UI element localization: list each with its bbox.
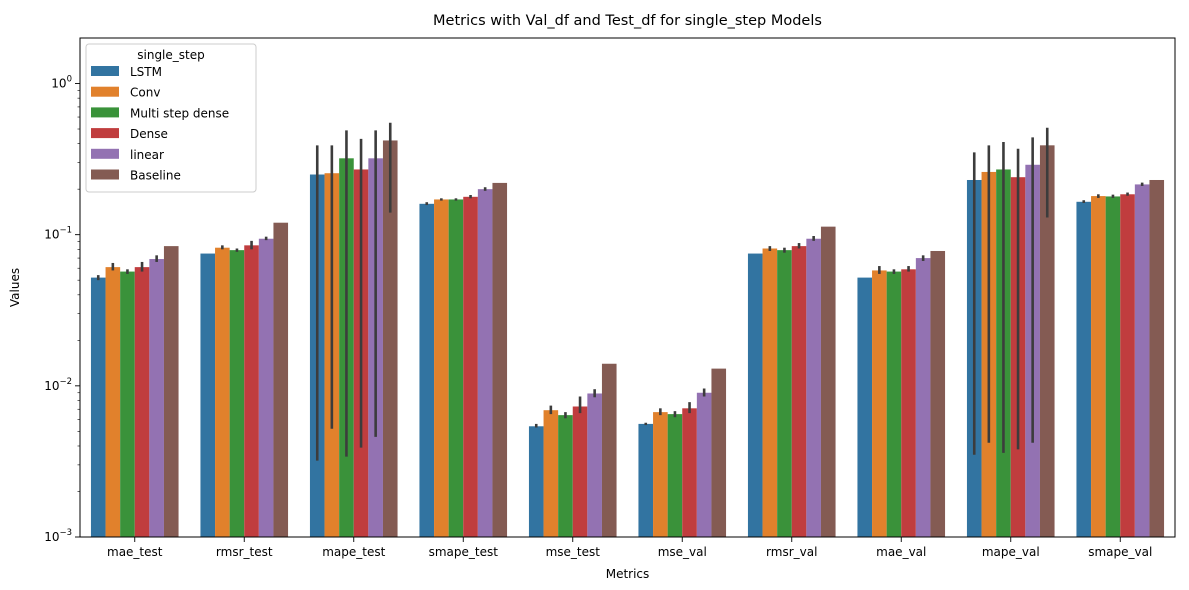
legend-label: Multi step dense — [130, 106, 229, 120]
chart-title: Metrics with Val_df and Test_df for sing… — [433, 13, 822, 29]
x-tick-label-smape_val: smape_val — [1088, 545, 1152, 559]
legend-swatch — [91, 66, 119, 76]
bar-lstm-mse_val — [638, 423, 654, 537]
bar-baseline-mae_val — [930, 250, 946, 537]
x-tick-label-rmsr_val: rmsr_val — [766, 545, 817, 559]
bar-multi-step-dense-rmsr_test — [229, 250, 245, 537]
bar-conv-smape_val — [1091, 196, 1106, 538]
bar-lstm-smape_val — [1076, 201, 1092, 537]
bar-dense-mse_val — [682, 408, 697, 537]
x-tick-label-mse_val: mse_val — [658, 545, 707, 559]
bar-conv-rmsr_val — [762, 248, 778, 538]
y-axis-title: Values — [8, 268, 22, 307]
legend-title: single_step — [137, 48, 204, 62]
bar-linear-mse_test — [587, 393, 602, 537]
legend-label: LSTM — [130, 65, 162, 79]
bar-dense-mae_val — [901, 269, 916, 537]
legend-swatch — [91, 148, 119, 159]
bar-baseline-mse_val — [711, 368, 727, 537]
legend: single_step LSTM Conv Multi step dense Dens… — [85, 43, 257, 193]
legend-label: Conv — [130, 86, 160, 100]
x-tick-label-mape_test: mape_test — [322, 545, 385, 559]
bar-dense-mae_test — [134, 267, 150, 537]
x-axis-ticks: mae_test rmsr_test mape_test smape_test mse_… — [107, 537, 1152, 559]
x-tick-label-smape_test: smape_test — [429, 545, 499, 559]
bar-dense-smape_test — [463, 196, 478, 537]
plot-frame — [79, 37, 1176, 538]
bar-lstm-smape_test — [419, 203, 435, 537]
x-tick-label-mae_val: mae_val — [876, 545, 926, 559]
bar-linear-mse_val — [696, 392, 712, 537]
bar-baseline-mape_test — [382, 140, 398, 538]
x-tick-label-mape_val: mape_val — [982, 545, 1040, 559]
bar-baseline-mae_test — [163, 246, 179, 537]
bar-conv-rmsr_test — [215, 247, 230, 538]
bar-conv-mae_val — [872, 270, 887, 537]
bar-baseline-smape_test — [492, 182, 508, 537]
bar-linear-mae_val — [915, 258, 931, 537]
bar-multi-step-dense-mse_val — [667, 414, 683, 537]
y-tick-label: 10−2 — [44, 377, 72, 393]
bar-lstm-mse_test — [528, 426, 544, 537]
legend-label: Baseline — [130, 169, 181, 183]
bar-baseline-rmsr_val — [820, 226, 836, 537]
bar-conv-mae_test — [105, 267, 121, 537]
legend-swatch — [91, 107, 119, 118]
bar-baseline-mse_test — [601, 363, 617, 537]
x-tick-label-rmsr_test: rmsr_test — [216, 545, 273, 559]
x-tick-label-mae_test: mae_test — [107, 545, 163, 559]
bar-dense-rmsr_test — [244, 245, 259, 537]
legend-swatch — [91, 86, 119, 97]
legend-box — [85, 43, 257, 193]
y-tick-label: 10−1 — [44, 226, 72, 242]
bar-lstm-rmsr_val — [747, 253, 763, 538]
bars-layer — [90, 140, 1165, 538]
y-axis-ticks: 10−3 10−2 10−1 100 — [44, 75, 80, 544]
bar-multi-step-dense-smape_val — [1105, 196, 1121, 537]
y-tick-label: 10−3 — [44, 528, 72, 544]
legend-label: linear — [130, 148, 164, 162]
y-tick-label: 100 — [51, 75, 72, 91]
bar-multi-step-dense-mae_val — [886, 271, 902, 537]
bar-linear-rmsr_test — [258, 238, 274, 538]
legend-swatch — [91, 128, 119, 139]
x-tick-label-mse_test: mse_test — [546, 545, 601, 559]
legend-label: Dense — [130, 127, 168, 141]
bar-linear-mae_test — [149, 259, 164, 537]
bar-multi-step-dense-mae_test — [120, 271, 135, 537]
bar-conv-mse_val — [653, 412, 668, 537]
error-bars-layer — [96, 122, 1144, 461]
bar-lstm-mae_test — [90, 277, 106, 537]
bar-baseline-mape_val — [1039, 145, 1055, 537]
legend-items: LSTM Conv Multi step dense Dense linear Basel… — [91, 65, 229, 183]
bar-dense-rmsr_val — [791, 246, 807, 537]
bar-multi-step-dense-smape_test — [448, 199, 464, 537]
legend-swatch — [91, 169, 119, 180]
bar-linear-smape_val — [1134, 184, 1150, 537]
bar-conv-mse_test — [543, 410, 559, 537]
bar-lstm-rmsr_test — [200, 253, 216, 538]
bar-linear-smape_test — [477, 189, 493, 538]
bar-multi-step-dense-rmsr_val — [777, 250, 792, 537]
bar-lstm-mae_val — [857, 277, 873, 537]
bar-dense-smape_val — [1120, 194, 1135, 537]
bar-baseline-rmsr_test — [273, 222, 289, 538]
x-axis-title: Metrics — [606, 567, 650, 581]
bar-multi-step-dense-mse_test — [558, 415, 573, 537]
bar-baseline-smape_val — [1149, 179, 1165, 537]
bar-linear-rmsr_val — [806, 238, 821, 538]
bar-conv-smape_test — [434, 199, 449, 537]
bar-dense-mse_test — [572, 406, 588, 537]
